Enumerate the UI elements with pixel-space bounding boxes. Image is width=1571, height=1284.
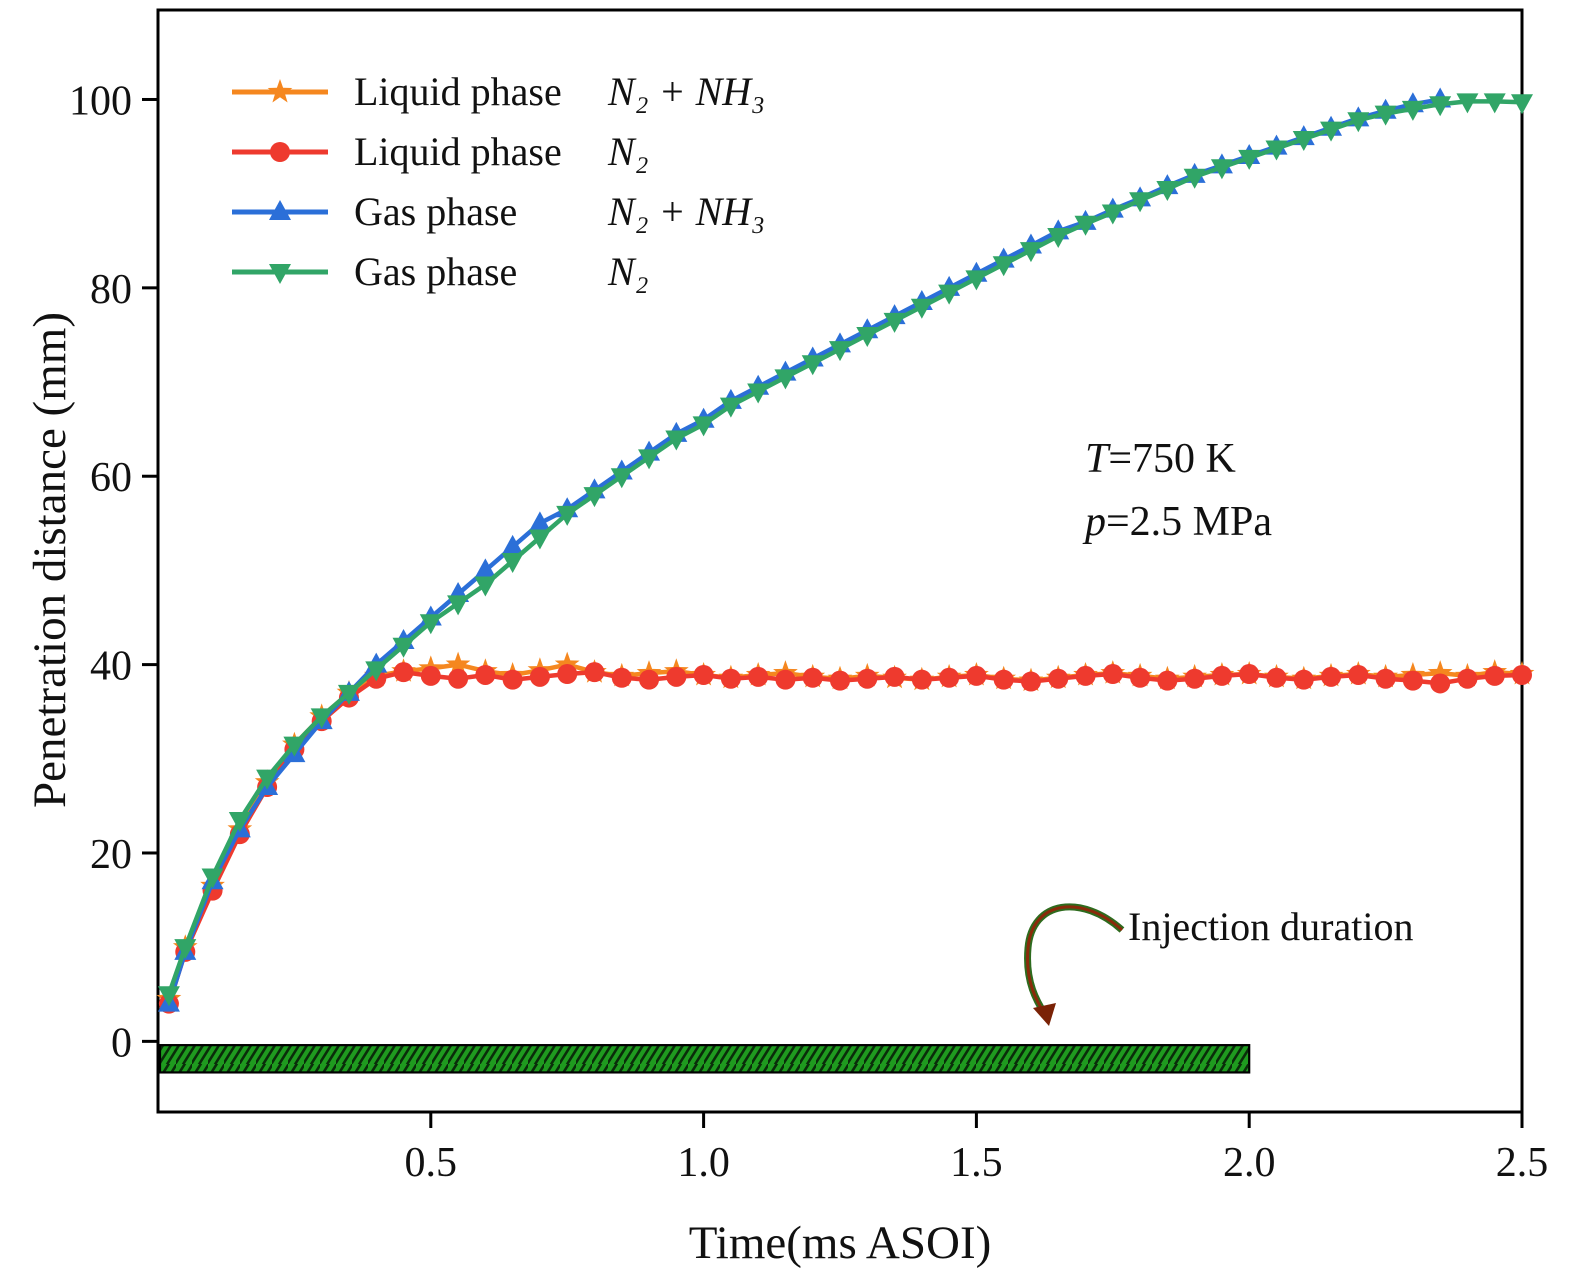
plot-frame [156, 8, 1524, 1114]
y-axis-title: Penetration distance (mm) [24, 312, 76, 808]
x-tick-label: 1.0 [677, 1140, 730, 1186]
legend-item: Gas phase N₂ + NH₃ [230, 188, 765, 235]
injection-arrowhead [1033, 1003, 1056, 1026]
y-tick-label: 60 [90, 455, 132, 501]
series-circle [158, 662, 1532, 1014]
condition-pressure: p=2.5 MPa [1085, 499, 1273, 545]
y-tick-label: 100 [69, 78, 132, 124]
triangle-up-legend-marker [232, 199, 328, 220]
y-tick-label: 20 [90, 832, 132, 878]
circle-legend-marker [232, 141, 328, 162]
injection-duration-bar [158, 1044, 1251, 1074]
injection-arrow-inner [1026, 905, 1124, 1017]
legend-phase-label: Liquid phase [354, 69, 562, 114]
legend-phase-label: Liquid phase [354, 129, 562, 174]
legend-phase-label: Gas phase [354, 249, 518, 294]
conditions-annotation: T=750 K p=2.5 MPa [1085, 428, 1272, 554]
y-tick-label: 0 [111, 1020, 132, 1066]
x-axis-title: Time(ms ASOI) [688, 1217, 992, 1269]
legend-item: Liquid phase N₂ + NH₃ [230, 68, 765, 115]
injection-duration-label: Injection duration [1128, 904, 1414, 949]
x-tick-label: 1.5 [950, 1140, 1003, 1186]
legend-phase-label: Gas phase [354, 189, 518, 234]
legend-item: Gas phase N₂ [230, 248, 765, 295]
legend: Liquid phase N₂ + NH₃ Liquid phase N₂ Gas ph… [230, 68, 765, 295]
x-tick-label: 0.5 [405, 1140, 458, 1186]
legend-species-label: N₂ [608, 129, 649, 174]
legend-item: Liquid phase N₂ [230, 128, 765, 175]
legend-species-label: N₂ + NH₃ [608, 69, 766, 114]
x-tick-label: 2.5 [1496, 1140, 1549, 1186]
injection-arrow [1024, 903, 1125, 1018]
y-tick-label: 40 [90, 644, 132, 690]
x-tick-label: 2.0 [1223, 1140, 1276, 1186]
triangle-down-legend-marker [232, 263, 328, 284]
series-triangle-down [157, 93, 1533, 1007]
condition-temperature: T=750 K [1085, 436, 1236, 482]
legend-species-label: N₂ [608, 249, 649, 294]
star-legend-marker [232, 78, 328, 102]
y-tick-label: 80 [90, 267, 132, 313]
series-star [156, 651, 1535, 1010]
legend-species-label: N₂ + NH₃ [608, 189, 766, 234]
